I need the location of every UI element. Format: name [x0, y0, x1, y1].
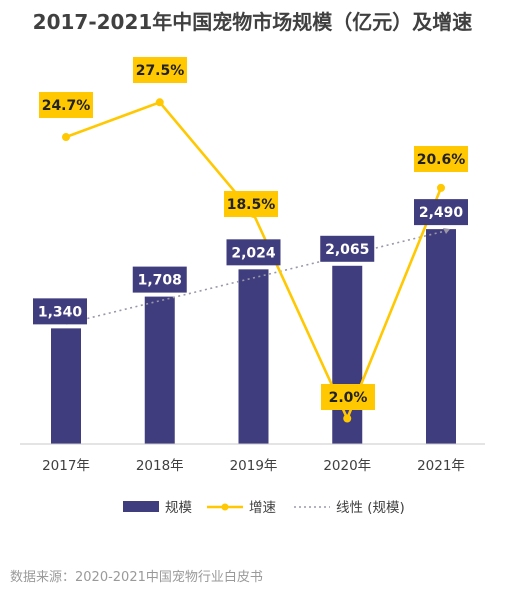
legend: 规模 增速 线性 (规模): [123, 500, 405, 516]
growth-label-box-0: [39, 92, 93, 118]
chart-plot: 1,340 1,708 2,024 2,065 2,490 24.7% 27.5% 18.5%…: [20, 57, 485, 516]
bar-label-4: 2,490: [419, 205, 464, 221]
growth-point-0: [62, 133, 70, 142]
x-tick-label-2: 2019年: [230, 458, 278, 474]
legend-swatch-marker: [221, 503, 229, 511]
bar-4: [426, 229, 456, 444]
legend-swatch-bar: [123, 501, 159, 512]
growth-point-1: [155, 98, 164, 107]
bar-label-0: 1,340: [38, 304, 83, 320]
bar-label-1: 1,708: [138, 273, 182, 289]
trendline-arrow: [443, 227, 450, 234]
bar-label-3: 2,065: [325, 242, 369, 258]
growth-label-box-4: [414, 146, 468, 172]
growth-label-0: 24.7%: [42, 98, 91, 114]
growth-label-box-3: [321, 384, 375, 410]
bar-label-box-4: [414, 199, 468, 226]
growth-point-4: [437, 183, 445, 192]
bar-2: [238, 269, 269, 444]
growth-label-4: 20.6%: [417, 152, 466, 168]
legend-label-growth: 增速: [249, 500, 276, 516]
bar-label-box-1: [132, 266, 187, 293]
x-tick-label-1: 2018年: [136, 458, 184, 474]
bar-label-box-2: [226, 239, 281, 266]
growth-label-box-1: [133, 57, 187, 83]
growth-label-1: 27.5%: [136, 63, 185, 79]
chart-title: 2017-2021年中国宠物市场规模（亿元）及增速: [32, 10, 473, 34]
bar-0: [51, 328, 81, 444]
x-tick-label-3: 2020年: [323, 458, 371, 474]
legend-label-trendline: 线性 (规模): [336, 500, 405, 516]
bar-3: [332, 265, 363, 444]
bar-1: [144, 296, 175, 444]
growth-point-3: [343, 414, 352, 423]
source-note: 数据来源：2020-2021中国宠物行业白皮书: [10, 570, 263, 585]
x-tick-label-4: 2021年: [417, 458, 465, 474]
bar-label-box-0: [33, 298, 87, 325]
bar-label-2: 2,024: [231, 245, 276, 261]
growth-label-box-2: [224, 191, 278, 217]
growth-label-3: 2.0%: [329, 390, 368, 406]
legend-label-scale: 规模: [165, 500, 192, 516]
growth-label-2: 18.5%: [227, 197, 276, 213]
bar-label-box-3: [320, 235, 375, 262]
x-tick-label-0: 2017年: [42, 458, 90, 474]
